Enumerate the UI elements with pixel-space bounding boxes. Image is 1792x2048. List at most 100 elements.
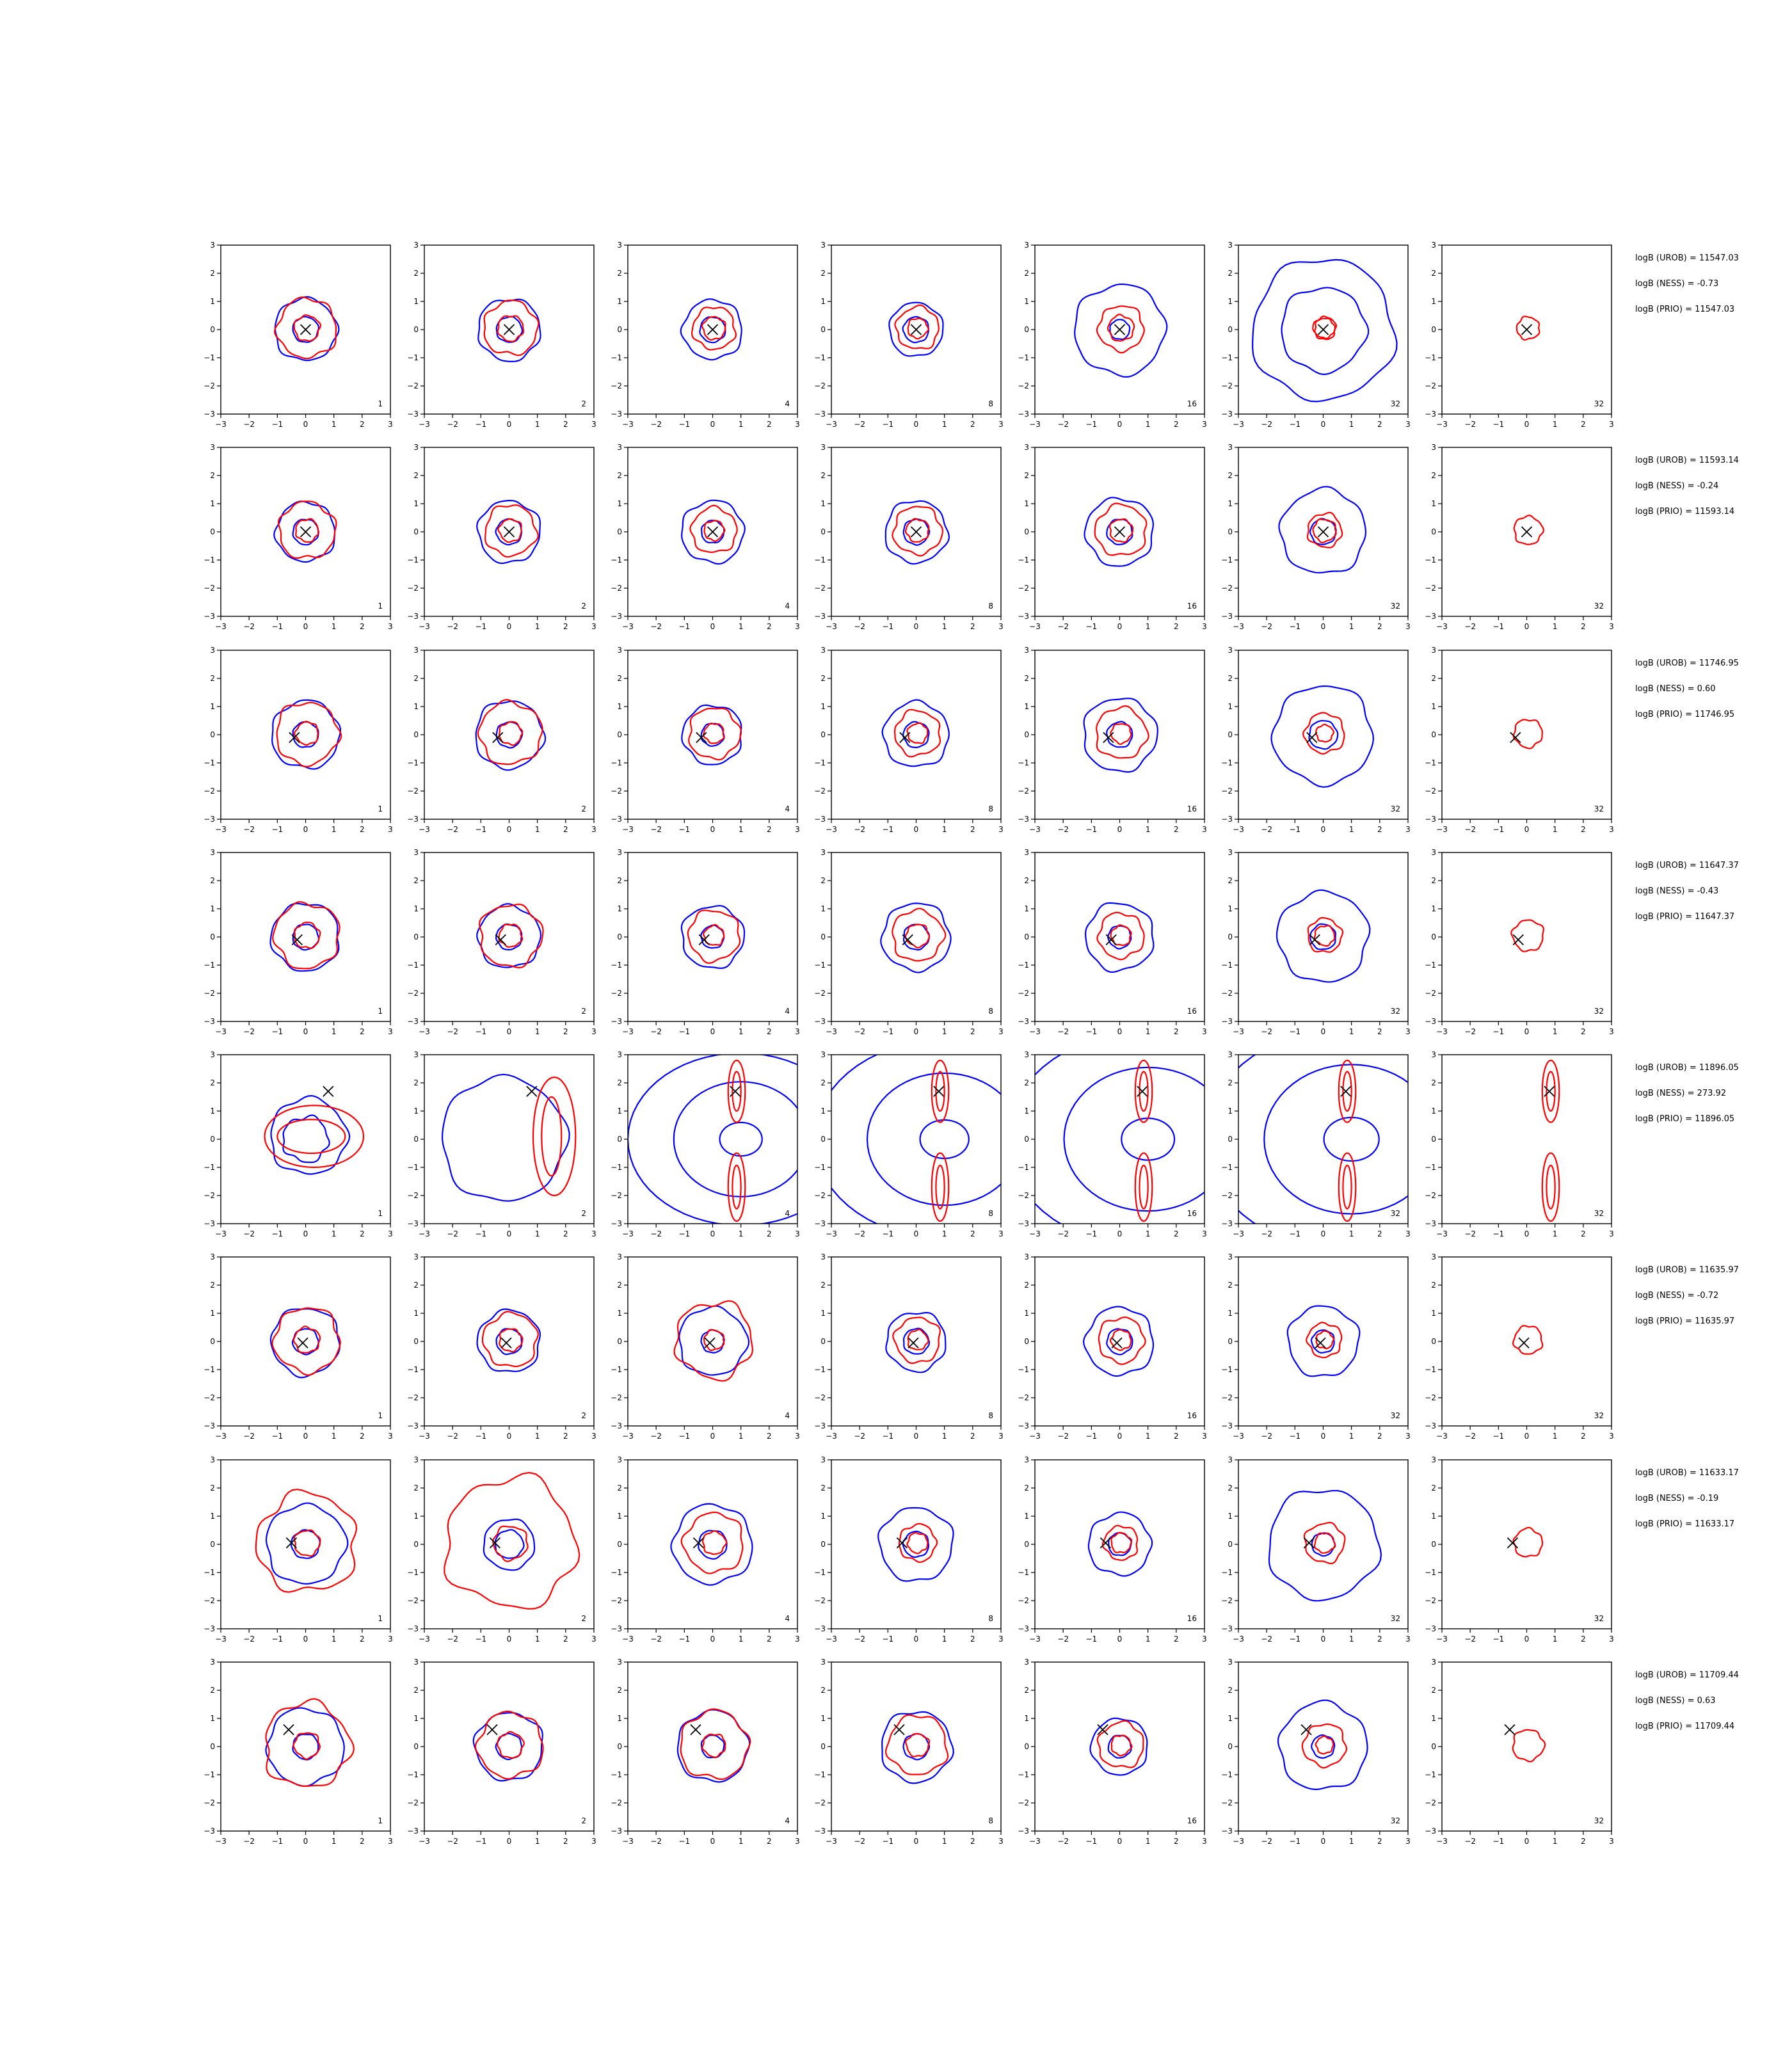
panel-label: 1 xyxy=(378,602,383,611)
panel-r5-c2: −3 3 −2 2 −1 1 0 0 1 −1 2 −2 3 −3 2 xyxy=(407,1050,596,1238)
y-tick-label: 2 xyxy=(820,674,826,683)
x-tick-label: 2 xyxy=(1581,622,1586,631)
red-contour xyxy=(478,903,544,969)
x-tick-label: 0 xyxy=(710,1027,716,1036)
blue-contour xyxy=(1268,1490,1382,1602)
blue-contour xyxy=(271,699,341,770)
x-tick-label: 3 xyxy=(1609,1837,1614,1846)
x-tick-label: 1 xyxy=(535,622,540,631)
x-tick-label: 1 xyxy=(942,1837,947,1846)
panel-label: 32 xyxy=(1391,399,1400,408)
x-tick-label: 0 xyxy=(710,1837,716,1846)
x-tick-label: 2 xyxy=(360,622,365,631)
x-tick-label: 0 xyxy=(1524,1635,1530,1644)
x-tick-label: 1 xyxy=(1349,1635,1354,1644)
plot-area xyxy=(881,699,950,767)
x-tick-label: −3 xyxy=(622,1837,634,1846)
y-tick-label: −3 xyxy=(814,1624,826,1633)
y-tick-label: 2 xyxy=(1228,1484,1233,1492)
y-tick-label: 2 xyxy=(413,269,419,278)
blue-contour xyxy=(475,700,547,771)
axes-frame xyxy=(1441,1054,1612,1224)
y-tick-label: −1 xyxy=(814,1163,826,1172)
blue-contour xyxy=(1082,1306,1155,1377)
x-tick-label: −2 xyxy=(447,622,458,631)
y-tick-label: −3 xyxy=(1221,1827,1233,1836)
y-tick-label: 0 xyxy=(617,1540,622,1549)
y-tick-label: 1 xyxy=(820,499,826,508)
x-tick-label: 2 xyxy=(1174,825,1179,834)
y-tick-label: 1 xyxy=(617,1714,622,1723)
y-tick-label: 1 xyxy=(820,297,826,306)
y-tick-label: 1 xyxy=(617,297,622,306)
plot-area xyxy=(831,1055,1001,1224)
y-tick-label: 3 xyxy=(617,443,622,452)
axes-frame xyxy=(220,1459,391,1629)
x-tick-label: 3 xyxy=(1609,420,1614,429)
y-tick-label: −3 xyxy=(1221,612,1233,621)
x-tick-label: 3 xyxy=(1202,1432,1207,1441)
panel-label: 2 xyxy=(581,399,586,408)
y-tick-label: 2 xyxy=(1024,1686,1029,1695)
x-tick-label: 3 xyxy=(1609,622,1614,631)
axes-frame xyxy=(627,852,798,1022)
x-tick-label: 0 xyxy=(1117,1027,1123,1036)
y-tick-label: 1 xyxy=(617,702,622,711)
y-tick-label: 0 xyxy=(1431,730,1436,739)
y-tick-label: −3 xyxy=(1018,815,1029,824)
logb-stat: logB (UROB) = 11746.95 xyxy=(1635,659,1739,668)
panel-r4-c6: −3 3 −2 2 −1 1 0 0 1 −1 2 −2 3 −3 32 xyxy=(1221,848,1411,1036)
y-tick-label: 1 xyxy=(1431,1512,1436,1521)
x-tick-label: 3 xyxy=(998,1837,1004,1846)
blue-contour xyxy=(1106,721,1133,748)
panel-r2-c6: −3 3 −2 2 −1 1 0 0 1 −1 2 −2 3 −3 32 xyxy=(1221,443,1411,631)
x-tick-label: −1 xyxy=(678,825,690,834)
x-tick-label: 3 xyxy=(388,1837,393,1846)
y-tick-label: 3 xyxy=(1431,646,1436,655)
red-contour xyxy=(498,924,524,948)
x-tick-label: 2 xyxy=(970,1837,975,1846)
plot-area xyxy=(1276,889,1371,983)
red-contour xyxy=(1101,1524,1139,1561)
y-tick-label: 3 xyxy=(820,1455,826,1464)
y-tick-label: −2 xyxy=(1425,381,1436,390)
y-tick-label: 0 xyxy=(413,730,419,739)
red-contour xyxy=(1315,1735,1334,1755)
x-tick-label: 1 xyxy=(739,1027,744,1036)
y-tick-label: 3 xyxy=(210,1658,215,1667)
x-tick-label: 3 xyxy=(1405,825,1411,834)
y-tick-label: −2 xyxy=(611,381,622,390)
axes-frame xyxy=(831,650,1002,820)
plot-area xyxy=(673,1300,754,1382)
y-tick-label: −3 xyxy=(407,815,419,824)
x-tick-label: 2 xyxy=(1377,622,1382,631)
y-tick-label: −3 xyxy=(814,1421,826,1430)
panel-label: 16 xyxy=(1187,1209,1197,1218)
plot-area xyxy=(1074,284,1168,378)
y-tick-label: −1 xyxy=(1425,1770,1436,1779)
x-tick-label: −1 xyxy=(678,420,690,429)
x-tick-label: 3 xyxy=(1609,1635,1614,1644)
blue-contour xyxy=(282,1114,330,1164)
panel-r6-c1: −3 3 −2 2 −1 1 0 0 1 −1 2 −2 3 −3 1 xyxy=(204,1252,393,1441)
plot-area xyxy=(885,1311,947,1373)
x-tick-label: 1 xyxy=(1553,825,1558,834)
x-tick-label: −1 xyxy=(1289,1027,1300,1036)
panel-label: 32 xyxy=(1594,1007,1604,1016)
y-tick-label: 3 xyxy=(210,1050,215,1059)
y-tick-label: 2 xyxy=(413,1484,419,1492)
blue-contour xyxy=(494,1529,525,1559)
y-tick-label: 3 xyxy=(1228,1050,1233,1059)
y-tick-label: 1 xyxy=(820,702,826,711)
x-tick-label: 0 xyxy=(507,622,512,631)
x-tick-label: −2 xyxy=(650,1027,662,1036)
y-tick-label: 1 xyxy=(210,904,215,913)
axes-frame xyxy=(1238,852,1409,1022)
x-tick-label: 3 xyxy=(388,1229,393,1238)
y-tick-label: −1 xyxy=(407,1568,419,1577)
x-tick-label: 3 xyxy=(388,622,393,631)
plot-area xyxy=(1512,719,1543,749)
x-tick-label: −2 xyxy=(854,1432,865,1441)
y-tick-label: −1 xyxy=(204,556,215,564)
red-contour xyxy=(481,1311,539,1368)
